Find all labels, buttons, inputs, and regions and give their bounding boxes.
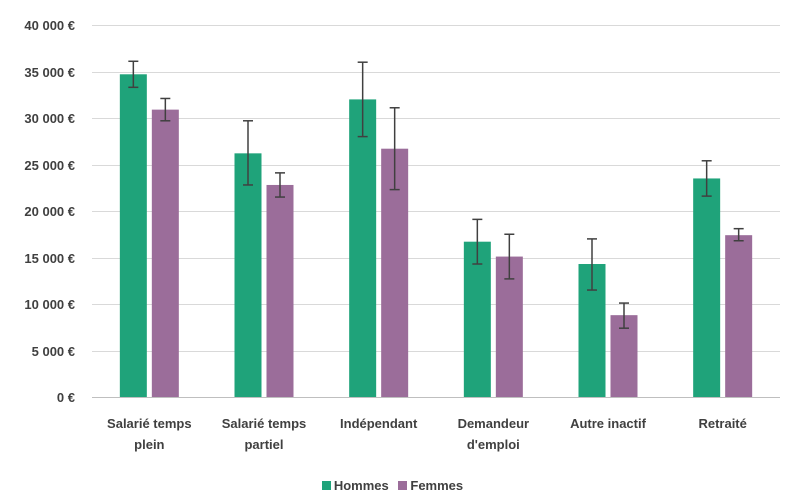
y-tick-label: 40 000 € <box>24 18 75 33</box>
x-category-label-line: Retraité <box>698 416 746 431</box>
legend-label-hommes: Hommes <box>333 478 389 493</box>
bar-hommes <box>693 178 721 397</box>
legend-item-hommes: Hommes <box>321 478 389 493</box>
bar-femmes <box>725 235 753 397</box>
legend-item-femmes: Femmes <box>398 478 463 493</box>
y-tick-label: 10 000 € <box>24 297 75 312</box>
x-category-label-line: Autre inactif <box>570 416 647 431</box>
x-category-label: Retraité <box>698 416 746 431</box>
y-tick-label: 5 000 € <box>32 344 75 359</box>
legend-swatch-hommes <box>321 481 331 490</box>
x-category-label: Salarié temps plein <box>107 416 192 452</box>
bar-hommes <box>463 241 491 397</box>
bar-hommes <box>119 74 147 397</box>
bar-femmes <box>151 109 179 397</box>
x-category-label: Demandeur d'emploi <box>458 416 530 452</box>
y-tick-label: 15 000 € <box>24 251 75 266</box>
x-category-label: Autre inactif <box>570 416 647 431</box>
y-tick-label: 35 000 € <box>24 65 75 80</box>
legend: Hommes Femmes <box>0 478 785 493</box>
y-tick-label: 25 000 € <box>24 158 75 173</box>
x-category-label-line: Salarié temps <box>107 416 192 431</box>
x-category-label: Salarié temps partiel <box>222 416 307 452</box>
bar-hommes <box>349 99 377 398</box>
x-category-label: Indépendant <box>340 416 418 431</box>
y-tick-label: 0 € <box>57 390 75 405</box>
bar-chart: 0 € 5 000 € 10 000 € 15 000 € 20 000 € 25 000… <box>24 18 780 452</box>
legend-swatch-femmes <box>398 481 408 490</box>
legend-label-femmes: Femmes <box>410 478 464 493</box>
x-category-label-line: Indépendant <box>340 416 418 431</box>
x-category-label-line: plein <box>134 437 164 452</box>
x-category-label-line: d'emploi <box>467 437 520 452</box>
x-category-label-line: Salarié temps <box>222 416 307 431</box>
x-category-label-line: partiel <box>244 437 283 452</box>
y-tick-label: 20 000 € <box>24 204 75 219</box>
bar-femmes <box>495 256 523 397</box>
bar-hommes <box>234 153 262 397</box>
y-tick-label: 30 000 € <box>24 111 75 126</box>
x-category-label-line: Demandeur <box>458 416 530 431</box>
bar-femmes <box>266 184 294 397</box>
